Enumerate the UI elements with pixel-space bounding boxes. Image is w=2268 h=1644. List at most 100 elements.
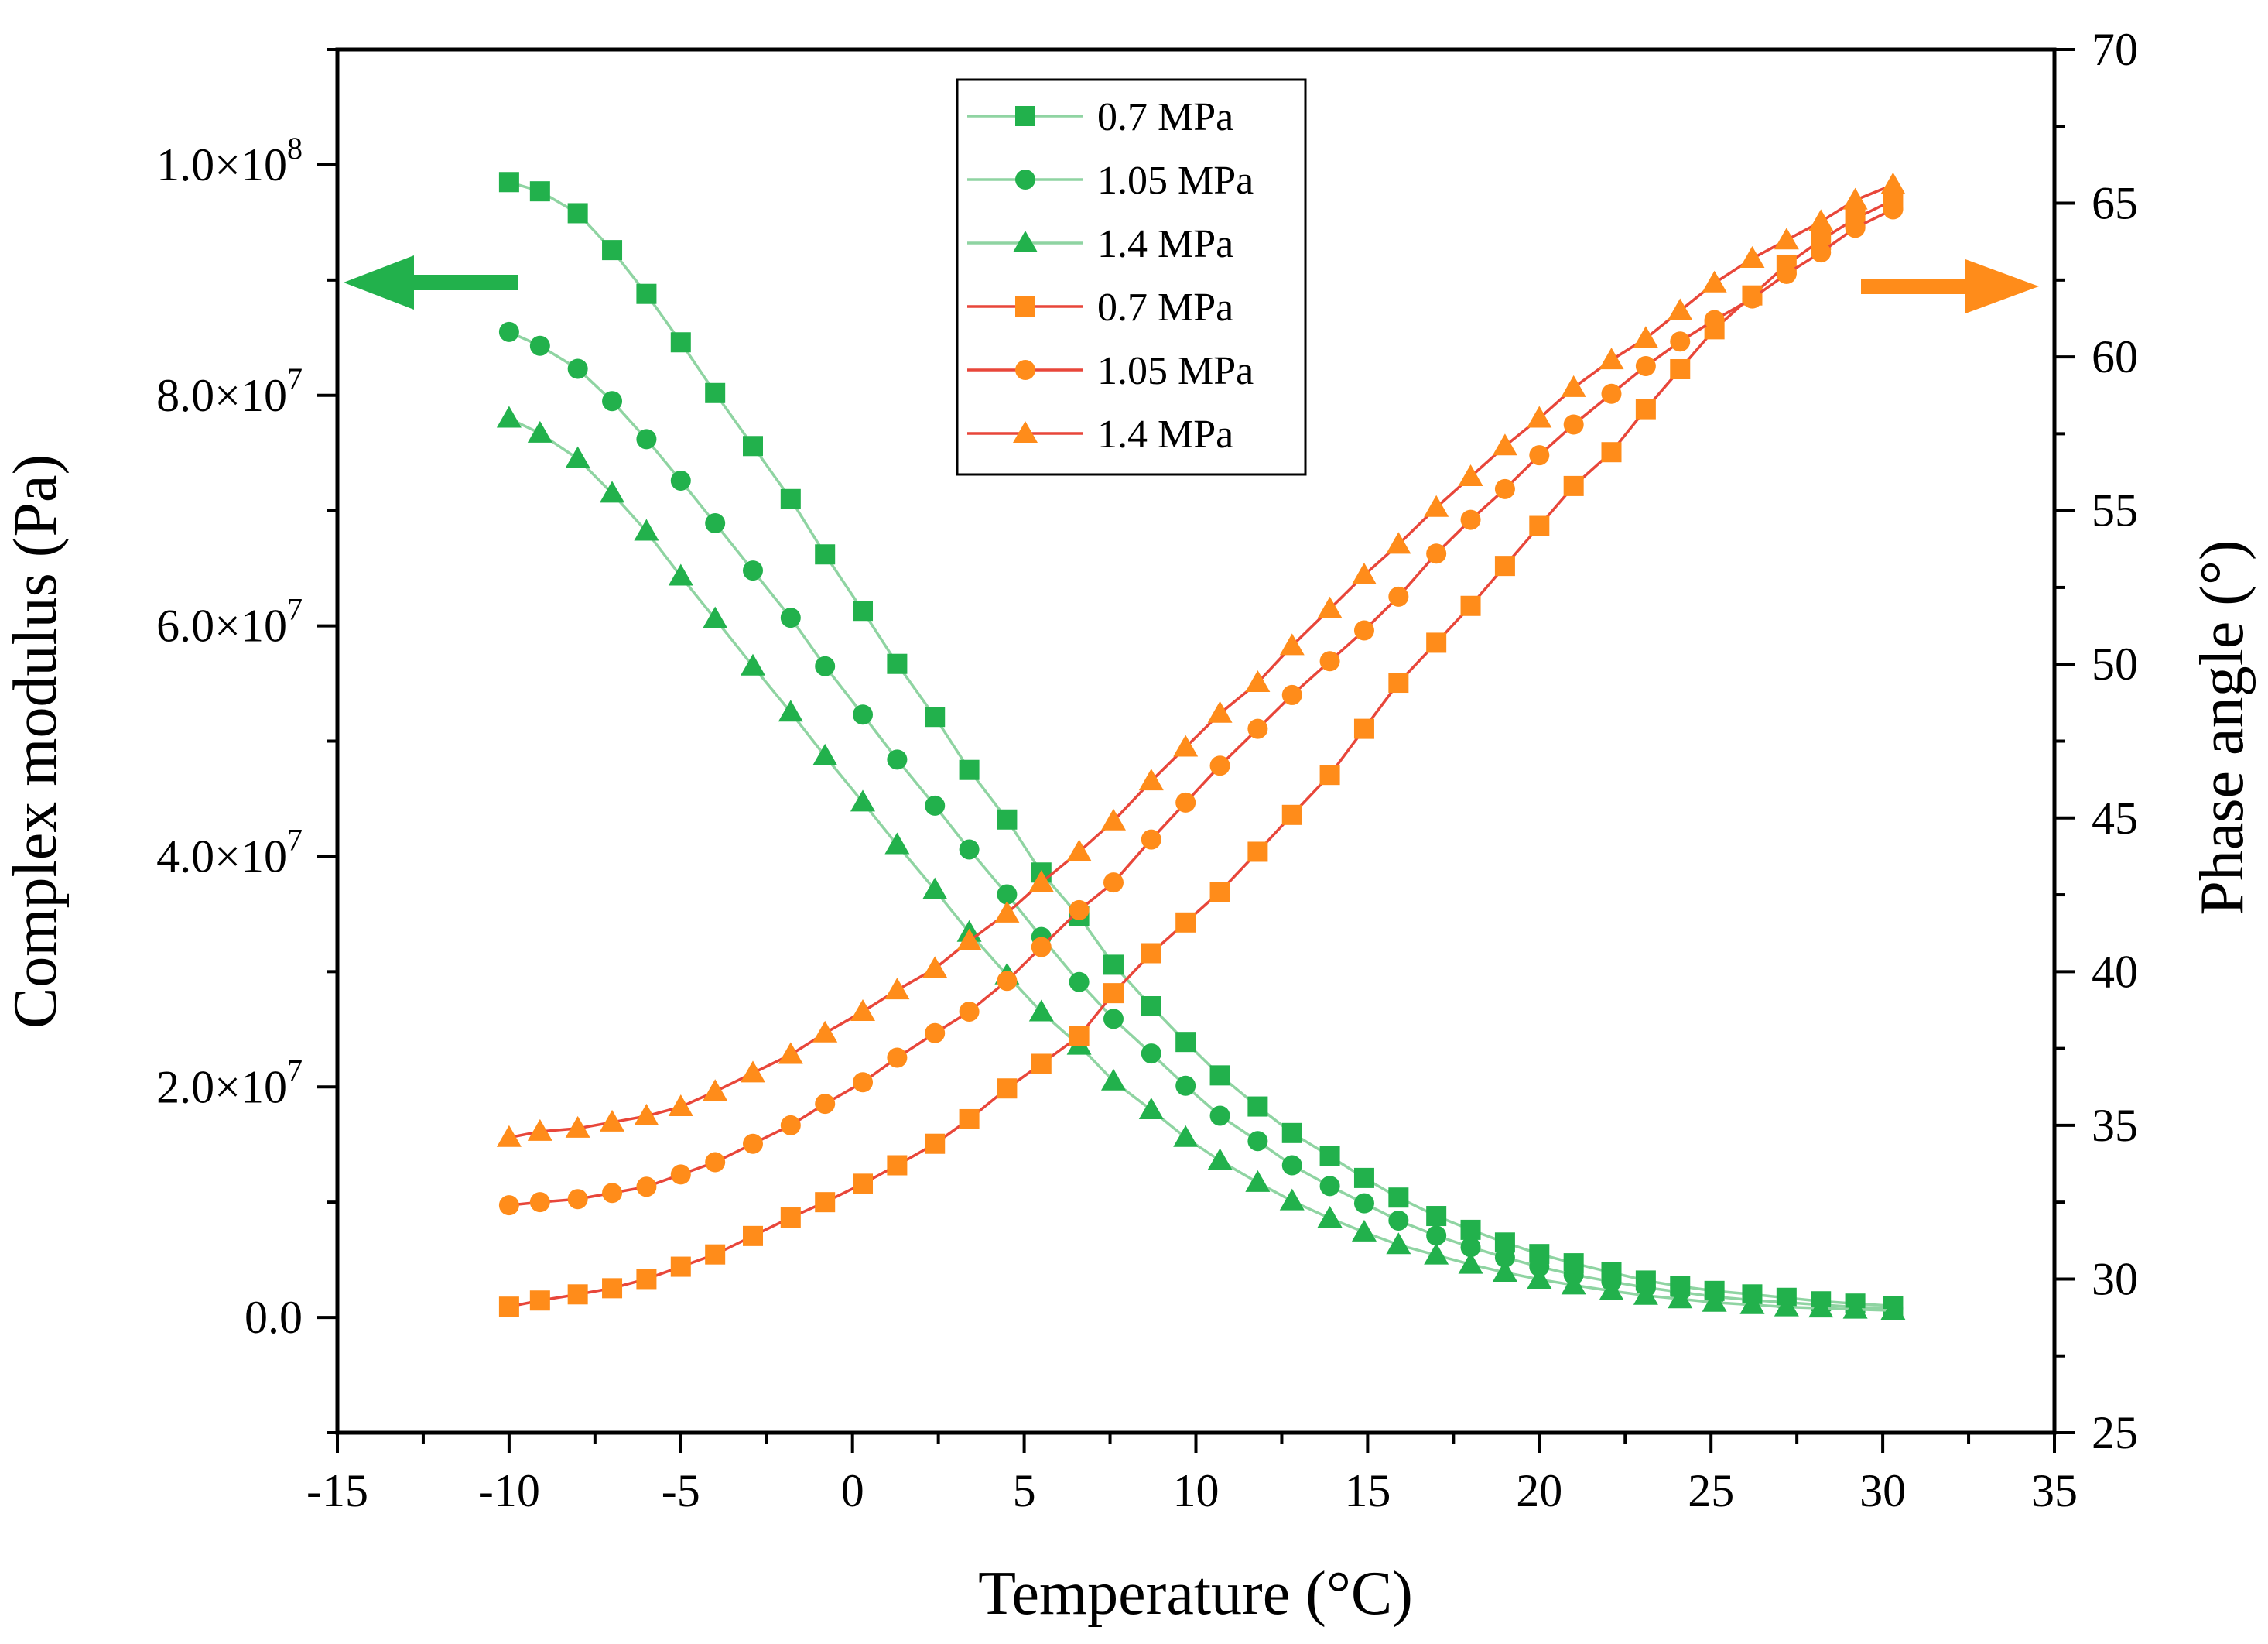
data-point	[1141, 1043, 1161, 1064]
y-right-tick-label: 25	[2092, 1407, 2138, 1458]
data-point	[1281, 1155, 1302, 1176]
data-point	[1138, 1098, 1164, 1120]
data-point	[1319, 1176, 1340, 1197]
data-point	[780, 1207, 801, 1228]
data-point	[1100, 808, 1126, 831]
data-point	[670, 1164, 691, 1185]
data-point	[602, 1278, 623, 1299]
tick-labels: -15 -10 -5 0 5 10 15 20 25 30 35 0.0 2.0×107 4.0×107 6…	[156, 24, 2138, 1516]
data-point	[1599, 1278, 1624, 1300]
data-point	[1460, 509, 1481, 530]
data-point	[529, 1290, 550, 1311]
data-point	[959, 759, 980, 780]
data-point	[1141, 943, 1161, 964]
x-tick-label: -15	[306, 1465, 368, 1516]
data-point	[1880, 1298, 1906, 1320]
data-point	[1561, 375, 1586, 397]
data-point	[853, 601, 874, 622]
data-point	[567, 358, 588, 379]
data-point	[1426, 1225, 1447, 1246]
data-point	[1353, 1167, 1374, 1188]
x-axis-title: Temperature (°C)	[978, 1560, 1413, 1628]
data-point	[1103, 1009, 1124, 1029]
data-point	[1069, 971, 1090, 992]
data-point	[496, 1125, 522, 1147]
data-point	[1138, 769, 1164, 791]
data-point	[703, 1079, 728, 1101]
data-point	[1633, 1283, 1658, 1305]
y-left-tick-label: 6.0×107	[156, 592, 303, 652]
y-right-tick-label: 65	[2092, 178, 2138, 229]
x-tick-label: 30	[1859, 1465, 1906, 1516]
legend-item: 1.4 MPa	[967, 413, 1233, 457]
x-tick-label: 35	[2031, 1465, 2078, 1516]
data-point	[1388, 1187, 1409, 1208]
y-right-tick-label: 50	[2092, 639, 2138, 690]
data-point	[884, 978, 910, 1000]
data-point	[742, 436, 763, 457]
right-axis-arrow	[1861, 259, 2039, 313]
series-line	[508, 183, 1894, 1139]
x-tick-label: 5	[1013, 1465, 1036, 1516]
data-point	[1279, 633, 1305, 656]
data-point	[636, 1176, 657, 1197]
legend-marker	[1015, 170, 1035, 190]
data-point	[740, 653, 765, 676]
data-point	[1424, 1242, 1449, 1265]
data-point	[815, 1094, 836, 1115]
data-point	[884, 832, 910, 855]
data-point	[529, 1192, 550, 1213]
series-line	[508, 207, 1894, 1207]
data-point	[1031, 1053, 1052, 1074]
y-axis-left-title: Complex modulus (Pa)	[2, 454, 70, 1029]
data-point	[1247, 841, 1268, 862]
data-point	[1774, 1294, 1799, 1317]
x-tick-label: 20	[1516, 1465, 1562, 1516]
data-point	[997, 884, 1018, 905]
x-tick-label: 0	[841, 1465, 864, 1516]
data-point	[1245, 1170, 1271, 1192]
legend-label: 0.7 MPa	[1097, 95, 1233, 139]
data-point	[1458, 1252, 1483, 1274]
data-point	[565, 446, 590, 468]
data-point	[600, 1109, 625, 1132]
legend-label: 1.05 MPa	[1097, 159, 1254, 203]
data-point	[1739, 1292, 1765, 1314]
data-point	[1207, 1148, 1233, 1170]
data-point	[742, 560, 763, 581]
data-point	[1388, 586, 1409, 607]
data-point	[1281, 804, 1302, 825]
data-point	[922, 877, 948, 899]
data-point	[1028, 999, 1054, 1022]
data-point	[1103, 983, 1124, 1004]
data-point	[1281, 684, 1302, 705]
data-point	[527, 420, 552, 443]
series-phase-circle	[498, 199, 1904, 1216]
data-point	[1702, 1290, 1727, 1312]
data-point	[1281, 1122, 1302, 1143]
data-point	[850, 998, 876, 1021]
data-point	[956, 928, 982, 950]
legend: 0.7 MPa 1.05 MPa 1.4 MPa 0.7 MPa 1.05 MPa 1.4…	[956, 78, 1307, 476]
data-point	[1563, 414, 1584, 435]
data-point	[959, 839, 980, 860]
data-point	[887, 1155, 908, 1176]
data-point	[1319, 651, 1340, 672]
series-phase-triangle	[496, 172, 1906, 1147]
legend-marker	[1015, 360, 1035, 380]
legend-marker	[1015, 296, 1035, 317]
data-point	[1563, 475, 1584, 496]
data-point	[703, 606, 728, 628]
data-point	[668, 563, 693, 586]
data-point	[565, 1115, 590, 1138]
data-point	[1601, 383, 1622, 404]
data-point	[1492, 1260, 1517, 1283]
legend-item: 1.05 MPa	[967, 159, 1254, 203]
data-point	[1529, 515, 1550, 536]
data-point	[498, 1296, 519, 1317]
data-point	[1633, 326, 1658, 348]
data-point	[1175, 1075, 1196, 1096]
y-right-tick-label: 45	[2092, 793, 2138, 844]
series-line	[508, 331, 1893, 1310]
left-axis-arrow	[344, 255, 518, 310]
